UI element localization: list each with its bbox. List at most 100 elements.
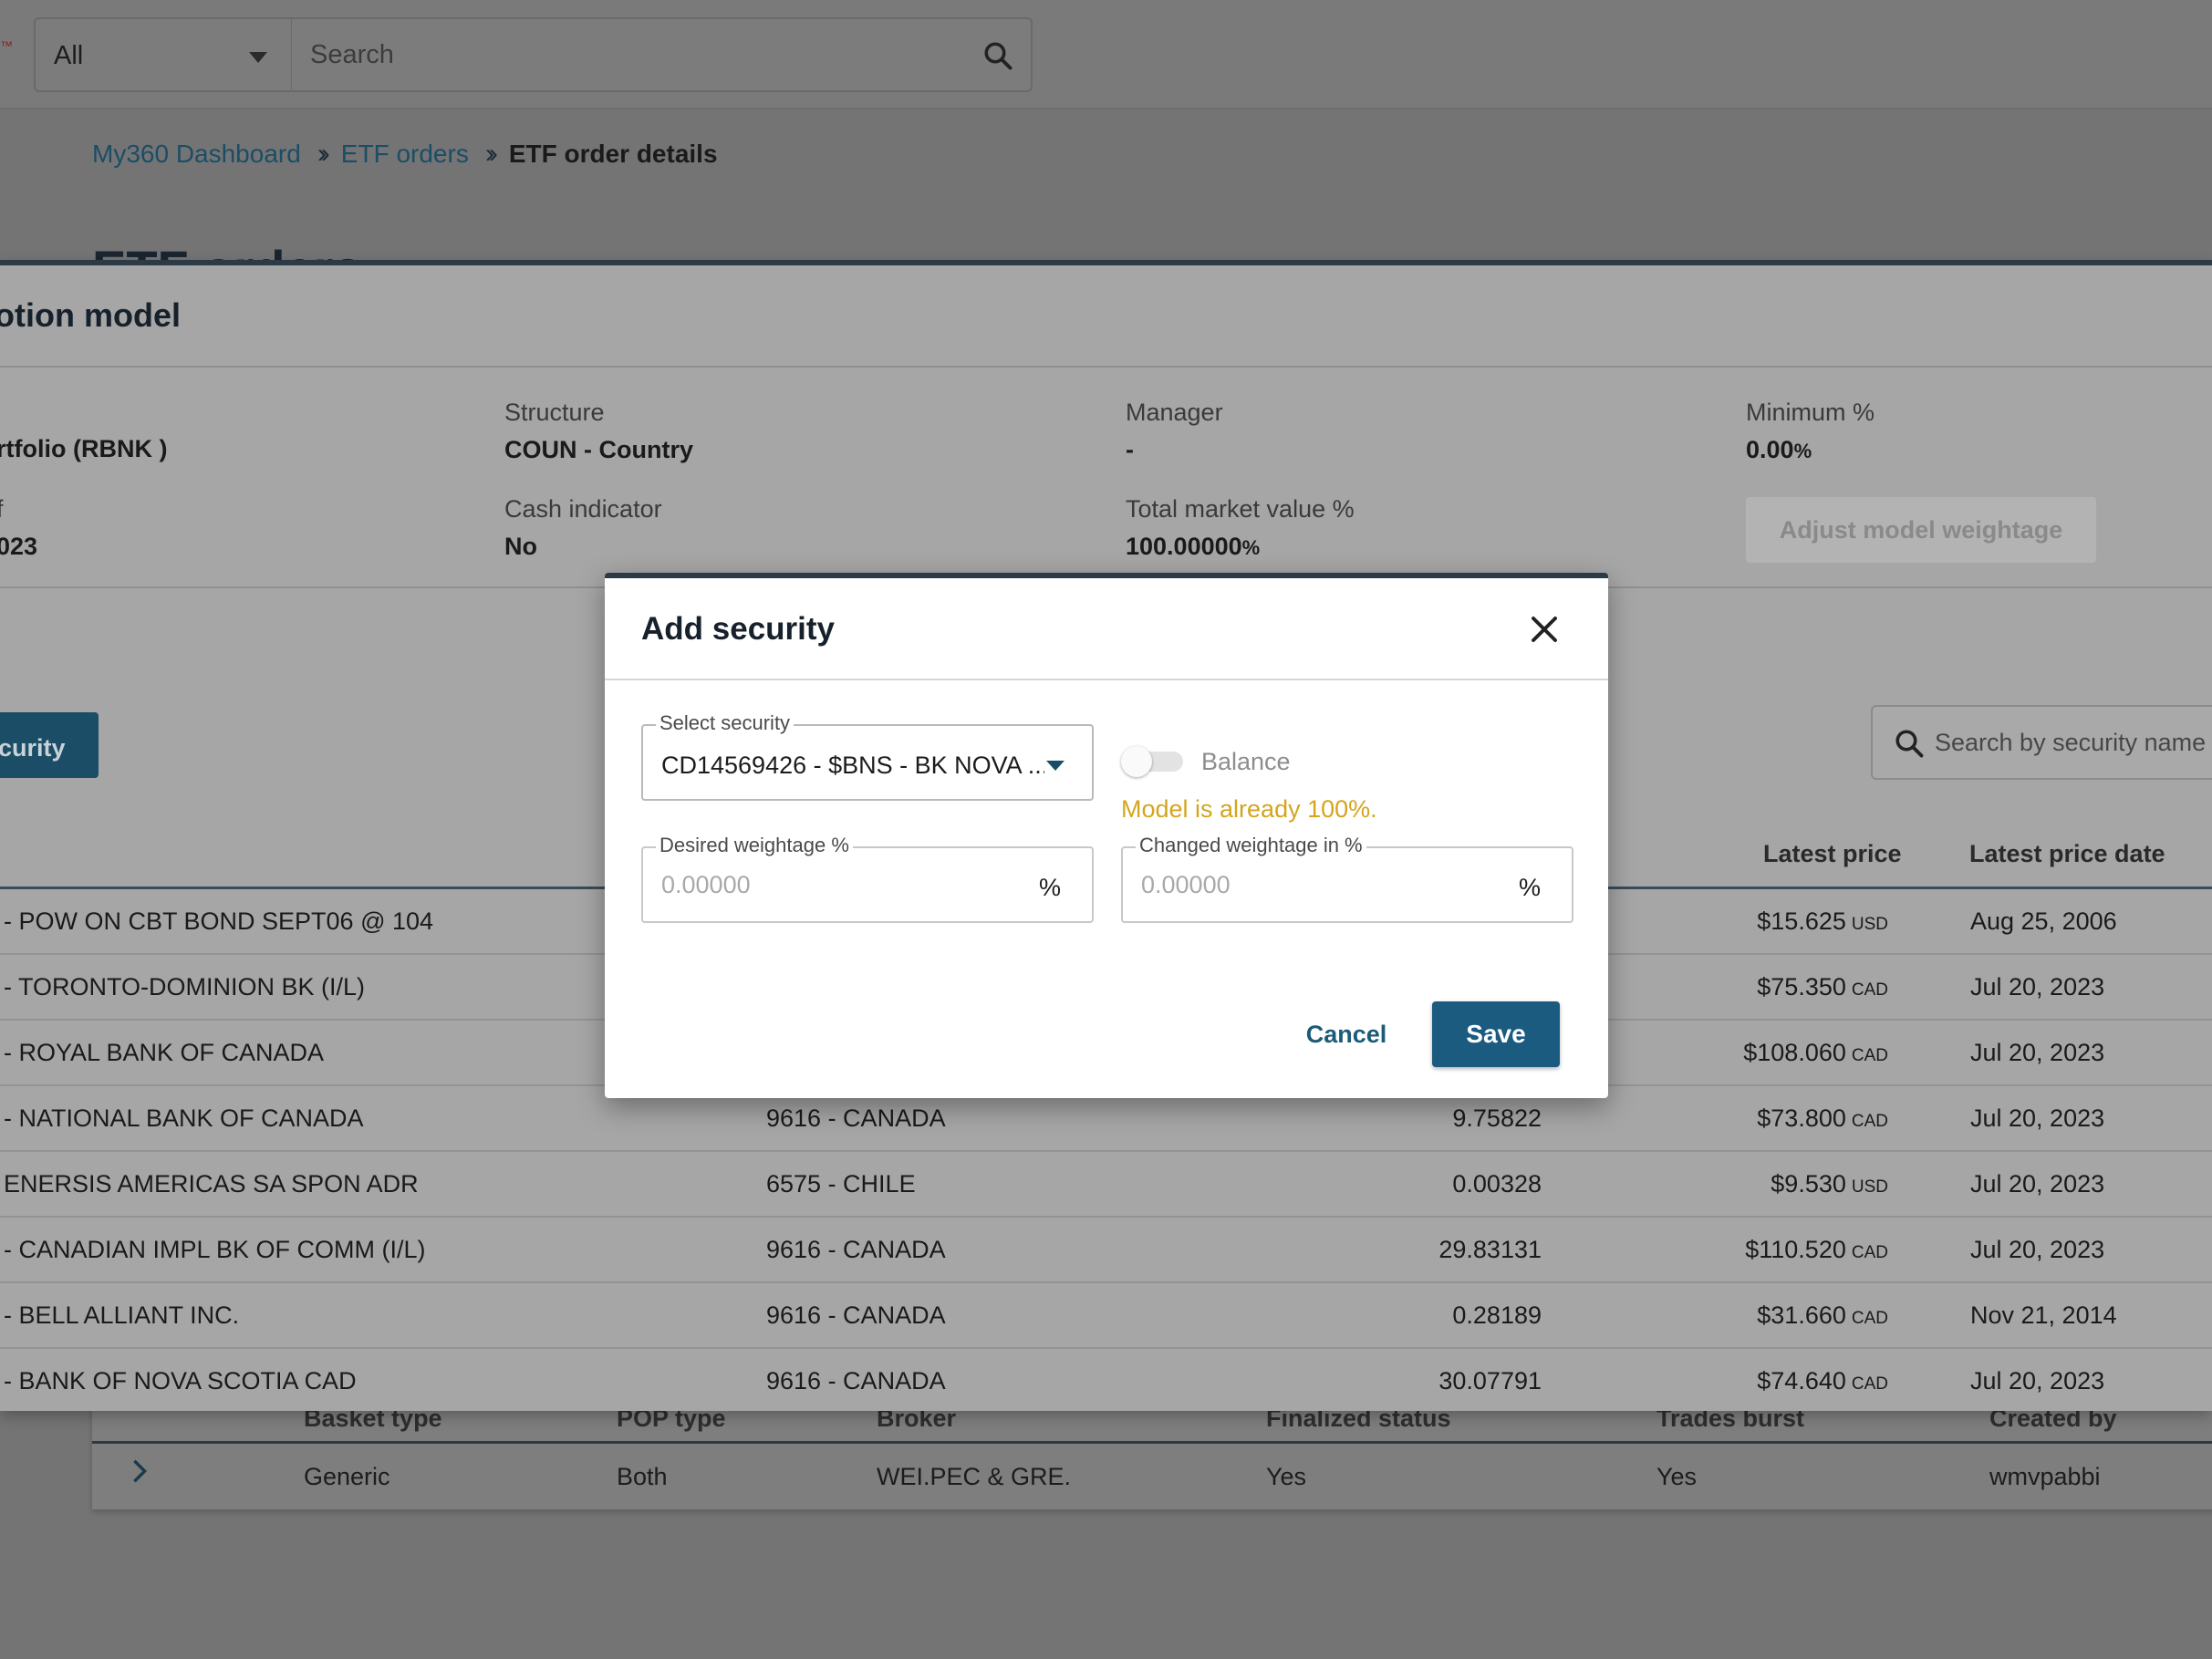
model-full-warning: Model is already 100%. [1121,795,1377,823]
info-cash-indicator: Cash indicator No [504,495,662,561]
adjust-model-weightage-button[interactable]: Adjust model weightage [1746,497,2096,563]
column-latest-price[interactable]: Latest price [1763,840,1902,867]
price-value: $15.625 [1757,907,1846,935]
double-chevron-right-icon: ›› [484,139,498,169]
chevron-right-icon[interactable] [129,1457,151,1485]
page-title: ETF orders [92,239,362,261]
minimum-number: 0.00 [1746,436,1794,463]
info-portfolio: rtfolio (RBNK ) [0,399,167,463]
caret-down-icon [249,52,267,63]
currency-code: CAD [1851,1112,1888,1131]
currency-code: CAD [1851,1046,1888,1065]
select-security-value: CD14569426 - $BNS - BK NOVA ... [661,752,1044,779]
currency-code: CAD [1851,1374,1888,1394]
basket-header-divider [92,1441,2212,1444]
latest-price-cell: $108.060 CAD [1743,1039,1888,1067]
divider [0,366,2212,368]
latest-price-cell: $9.530 USD [1771,1170,1888,1198]
weightage-cell: 0.28189 [1452,1301,1542,1329]
double-chevron-right-icon: ›› [317,139,330,169]
security-name-cell: - BELL ALLIANT INC. [4,1301,240,1329]
manager-value: - [1126,436,1134,463]
brand-mark-icon: ™ [0,38,13,53]
global-search-input[interactable] [310,19,949,90]
total-market-value-label: Total market value % [1126,495,1355,523]
security-name-cell: - ROYAL BANK OF CANADA [4,1039,325,1066]
weightage-cell: 0.00328 [1452,1170,1542,1198]
structure-value: COUN - Country [504,436,693,463]
minimum-value: 0.00% [1746,436,1874,464]
balance-label: Balance [1201,748,1291,775]
country-cell: 9616 - CANADA [766,1104,946,1132]
table-row: - NATIONAL BANK OF CANADA 9616 - CANADA 9.… [0,1086,2212,1152]
search-icon[interactable] [981,39,1014,72]
breadcrumb: My360 Dashboard ›› ETF orders ›› ETF ord… [92,139,718,170]
table-row: - BELL ALLIANT INC. 9616 - CANADA 0.28189 N… [0,1283,2212,1349]
info-asof: f 023 [0,495,37,561]
latest-price-date-cell: Jul 20, 2023 [1970,1039,2105,1066]
country-cell: 9616 - CANADA [766,1301,946,1329]
search-icon [1895,730,1924,758]
table-row: - BANK OF NOVA SCOTIA CAD 9616 - CANADA 30… [0,1349,2212,1411]
table-row: - CANADIAN IMPL BK OF COMM (I/L) 9616 - C… [0,1218,2212,1283]
latest-price-date-cell: Nov 21, 2014 [1970,1301,2117,1329]
changed-weightage-field: Changed weightage in % % [1121,834,1573,923]
total-market-value: 100.00000% [1126,533,1355,561]
changed-weightage-input[interactable] [1141,848,1506,921]
basket-cell: Yes [1266,1463,1307,1490]
breadcrumb-current: ETF order details [508,140,718,168]
security-name-cell: ENERSIS AMERICAS SA SPON ADR [4,1170,419,1198]
total-market-value-number: 100.00000 [1126,533,1242,560]
select-security-label: Select security [656,711,794,735]
column-latest-price-date[interactable]: Latest price date [1969,840,2165,867]
percent-unit: % [1793,440,1812,462]
basket-cell: Yes [1656,1463,1698,1490]
add-security-button[interactable]: curity [0,712,99,778]
desired-weightage-input[interactable] [661,848,1026,921]
close-icon[interactable] [1528,613,1561,646]
table-row: ENERSIS AMERICAS SA SPON ADR 6575 - CHILE… [0,1152,2212,1218]
weightage-cell: 29.83131 [1438,1236,1542,1263]
manager-label: Manager [1126,399,1223,426]
add-security-dialog: Add security Select security CD14569426 … [605,573,1608,1098]
security-name-cell: - BANK OF NOVA SCOTIA CAD [4,1367,357,1395]
latest-price-date-cell: Jul 20, 2023 [1970,1170,2105,1198]
price-value: $75.350 [1757,973,1846,1001]
latest-price-cell: $74.640 CAD [1757,1367,1888,1395]
latest-price-date-cell: Jul 20, 2023 [1970,1236,2105,1263]
breadcrumb-link-dashboard[interactable]: My360 Dashboard [92,140,301,168]
security-name-cell: - CANADIAN IMPL BK OF COMM (I/L) [4,1236,426,1263]
info-minimum: Minimum % 0.00% [1746,399,1874,464]
dialog-title: Add security [641,611,835,647]
save-button[interactable]: Save [1432,1001,1560,1067]
weightage-cell: 30.07791 [1438,1367,1542,1395]
top-bar: ™ All [0,0,2212,109]
security-search-input[interactable] [1935,707,2212,778]
country-cell: 6575 - CHILE [766,1170,916,1198]
latest-price-cell: $75.350 CAD [1757,973,1888,1001]
price-value: $108.060 [1743,1039,1846,1066]
portfolio-value: rtfolio (RBNK ) [0,435,168,462]
info-total-market-value: Total market value % 100.00000% [1126,495,1355,561]
info-structure: Structure COUN - Country [504,399,693,464]
basket-cell: Generic [304,1463,390,1490]
currency-code: CAD [1851,1243,1888,1262]
balance-toggle[interactable] [1121,746,1189,777]
select-security-dropdown[interactable]: Select security CD14569426 - $BNS - BK N… [641,711,1094,801]
latest-price-cell: $15.625 USD [1757,907,1888,936]
security-name-cell: - NATIONAL BANK OF CANADA [4,1104,364,1132]
caret-down-icon [1046,761,1064,771]
latest-price-cell: $73.800 CAD [1757,1104,1888,1133]
security-search [1871,705,2212,780]
currency-code: CAD [1851,980,1888,1000]
cash-indicator-label: Cash indicator [504,495,662,523]
toggle-knob [1121,746,1152,777]
cancel-button[interactable]: Cancel [1280,1001,1413,1067]
percent-suffix: % [1518,874,1541,901]
basket-table: Basket type POP type Broker Finalized st… [92,1405,2212,1509]
breadcrumb-link-etf-orders[interactable]: ETF orders [340,140,469,168]
desired-weightage-field: Desired weightage % % [641,834,1094,923]
search-filter-select[interactable]: All [34,17,293,92]
latest-price-cell: $31.660 CAD [1757,1301,1888,1330]
currency-code: USD [1851,1177,1888,1197]
